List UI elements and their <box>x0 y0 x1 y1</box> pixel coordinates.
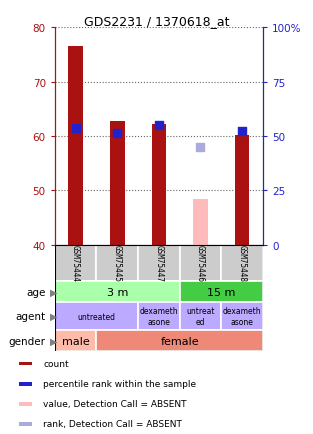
Text: GSM75448: GSM75448 <box>238 245 247 282</box>
Bar <box>180 281 263 302</box>
Bar <box>55 245 96 281</box>
Bar <box>18 382 32 386</box>
Point <box>198 144 203 151</box>
Bar <box>96 245 138 281</box>
Text: percentile rank within the sample: percentile rank within the sample <box>43 379 196 388</box>
Bar <box>55 302 138 330</box>
Bar <box>55 281 180 302</box>
Text: dexameth
asone: dexameth asone <box>140 307 178 326</box>
Text: female: female <box>160 336 199 346</box>
Bar <box>221 302 263 330</box>
Bar <box>138 302 180 330</box>
Bar <box>151 124 166 245</box>
Bar <box>18 422 32 426</box>
Point <box>240 128 245 135</box>
Text: ▶: ▶ <box>50 336 58 346</box>
Text: GSM75446: GSM75446 <box>196 245 205 282</box>
Text: GSM75445: GSM75445 <box>113 245 122 282</box>
Text: dexameth
asone: dexameth asone <box>223 307 261 326</box>
Text: male: male <box>62 336 90 346</box>
Text: untreated: untreated <box>77 312 115 321</box>
Text: agent: agent <box>15 312 45 322</box>
Text: 3 m: 3 m <box>106 287 128 297</box>
Bar <box>110 122 125 245</box>
Bar <box>138 245 180 281</box>
Text: untreat
ed: untreat ed <box>186 307 215 326</box>
Text: GDS2231 / 1370618_at: GDS2231 / 1370618_at <box>84 15 229 28</box>
Bar <box>221 245 263 281</box>
Text: age: age <box>26 287 45 297</box>
Text: ▶: ▶ <box>50 312 58 322</box>
Text: ▶: ▶ <box>50 287 58 297</box>
Text: rank, Detection Call = ABSENT: rank, Detection Call = ABSENT <box>43 420 182 428</box>
Text: GSM75444: GSM75444 <box>71 245 80 282</box>
Bar <box>68 47 83 245</box>
Bar <box>180 245 221 281</box>
Point <box>156 122 162 129</box>
Bar <box>96 330 263 352</box>
Bar <box>18 362 32 365</box>
Text: value, Detection Call = ABSENT: value, Detection Call = ABSENT <box>43 399 187 408</box>
Text: count: count <box>43 359 69 368</box>
Bar <box>193 199 208 245</box>
Point <box>73 125 78 132</box>
Bar <box>55 330 96 352</box>
Bar <box>18 402 32 406</box>
Bar <box>235 135 249 245</box>
Bar <box>180 302 221 330</box>
Text: 15 m: 15 m <box>207 287 235 297</box>
Text: GSM75447: GSM75447 <box>154 245 163 282</box>
Text: gender: gender <box>8 336 45 346</box>
Point <box>115 131 120 138</box>
